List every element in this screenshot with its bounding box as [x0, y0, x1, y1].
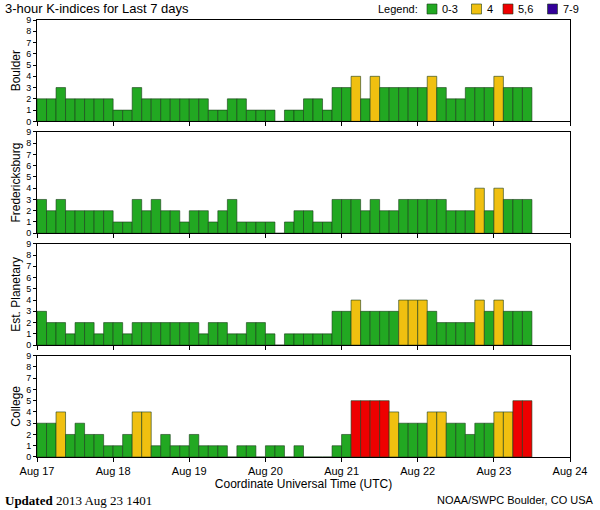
svg-text:College: College: [9, 386, 23, 427]
svg-text:3: 3: [26, 83, 31, 93]
svg-text:8: 8: [26, 138, 31, 148]
svg-text:5: 5: [26, 284, 31, 294]
svg-text:4: 4: [487, 3, 493, 15]
svg-text:1: 1: [26, 329, 31, 339]
svg-text:Aug 20: Aug 20: [248, 465, 283, 477]
svg-text:8: 8: [26, 250, 31, 260]
svg-text:0: 0: [26, 117, 31, 127]
svg-text:2: 2: [26, 206, 31, 216]
svg-text:Boulder: Boulder: [9, 50, 23, 91]
svg-text:0: 0: [26, 340, 31, 350]
svg-text:8: 8: [26, 26, 31, 36]
svg-text:7: 7: [26, 38, 31, 48]
svg-text:0-3: 0-3: [442, 3, 458, 15]
svg-text:3: 3: [26, 306, 31, 316]
svg-text:3-hour K-indices for Last 7 da: 3-hour K-indices for Last 7 days: [5, 1, 189, 16]
svg-text:4: 4: [26, 295, 31, 305]
svg-text:5: 5: [26, 396, 31, 406]
svg-text:4: 4: [26, 407, 31, 417]
svg-text:Aug 19: Aug 19: [172, 465, 207, 477]
svg-text:9: 9: [26, 127, 31, 137]
svg-text:3: 3: [26, 418, 31, 428]
svg-text:Fredericksburg: Fredericksburg: [9, 143, 23, 223]
svg-text:1: 1: [26, 441, 31, 451]
svg-text:3: 3: [26, 195, 31, 205]
svg-text:Aug 18: Aug 18: [96, 465, 131, 477]
svg-text:7-9: 7-9: [563, 3, 579, 15]
svg-text:Est. Planetary: Est. Planetary: [9, 257, 23, 332]
svg-text:7: 7: [26, 261, 31, 271]
svg-text:Legend:: Legend:: [378, 3, 418, 15]
svg-text:6: 6: [26, 161, 31, 171]
svg-text:6: 6: [26, 49, 31, 59]
svg-text:5,6: 5,6: [518, 3, 533, 15]
svg-text:9: 9: [26, 239, 31, 249]
svg-text:0: 0: [26, 228, 31, 238]
svg-text:5: 5: [26, 60, 31, 70]
svg-text:4: 4: [26, 71, 31, 81]
svg-text:2: 2: [26, 94, 31, 104]
svg-text:Aug 22: Aug 22: [400, 465, 435, 477]
svg-text:Aug 17: Aug 17: [20, 465, 55, 477]
svg-text:5: 5: [26, 172, 31, 182]
svg-text:2: 2: [26, 318, 31, 328]
svg-text:7: 7: [26, 373, 31, 383]
svg-text:7: 7: [26, 150, 31, 160]
svg-text:6: 6: [26, 273, 31, 283]
svg-text:Aug 23: Aug 23: [476, 465, 511, 477]
svg-text:Aug 21: Aug 21: [324, 465, 359, 477]
svg-text:NOAA/SWPC Boulder, CO USA: NOAA/SWPC Boulder, CO USA: [437, 494, 594, 506]
svg-text:1: 1: [26, 105, 31, 115]
svg-text:Updated 2013 Aug 23 1401: Updated 2013 Aug 23 1401: [5, 493, 152, 508]
svg-text:8: 8: [26, 362, 31, 372]
svg-text:1: 1: [26, 217, 31, 227]
svg-text:Coordinate Universal Time (UTC: Coordinate Universal Time (UTC): [215, 477, 392, 491]
svg-text:4: 4: [26, 183, 31, 193]
svg-text:0: 0: [26, 452, 31, 462]
svg-text:6: 6: [26, 385, 31, 395]
svg-text:2: 2: [26, 430, 31, 440]
svg-text:9: 9: [26, 351, 31, 361]
svg-text:9: 9: [26, 15, 31, 25]
svg-text:Aug 24: Aug 24: [553, 465, 588, 477]
